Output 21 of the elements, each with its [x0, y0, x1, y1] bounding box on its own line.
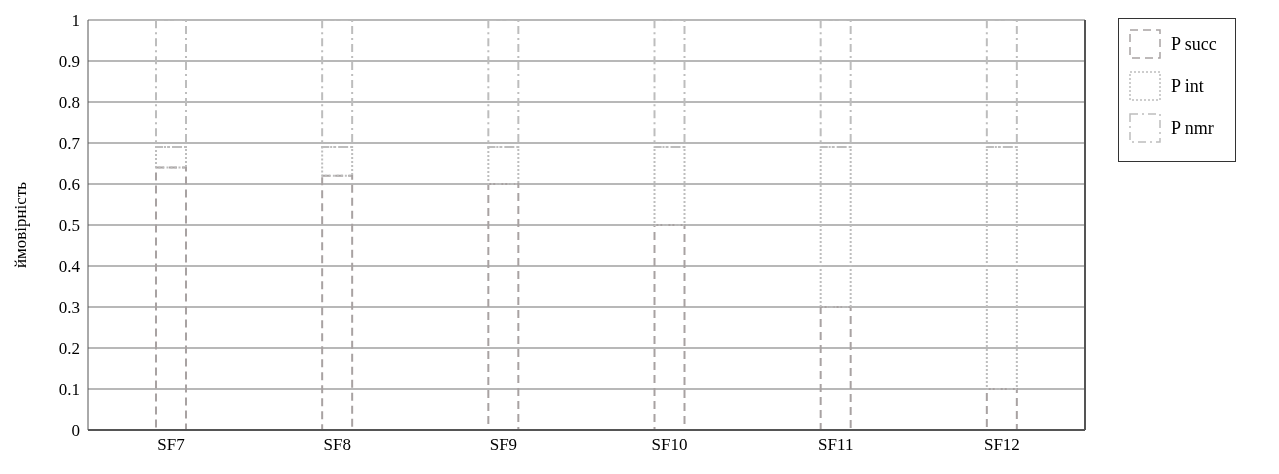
y-tick-label: 0.5 — [58, 216, 80, 236]
legend-label: P succ — [1171, 33, 1217, 55]
y-tick-label: 0.9 — [58, 52, 80, 72]
x-tick-label: SF7 — [157, 435, 186, 455]
y-axis-title: ймовірність — [11, 181, 31, 269]
y-tick-label: 0.7 — [58, 134, 81, 154]
y-tick-label: 0.1 — [58, 380, 80, 400]
y-tick-label: 0.2 — [58, 339, 80, 359]
y-tick-label: 1 — [71, 11, 80, 31]
y-tick-label: 0.8 — [58, 93, 80, 113]
y-tick-label: 0.3 — [58, 298, 80, 318]
x-tick-label: SF8 — [323, 435, 351, 455]
y-tick-label: 0.4 — [58, 257, 81, 277]
legend-label: P nmr — [1171, 117, 1214, 139]
x-tick-label: SF10 — [651, 435, 688, 455]
x-tick-label: SF9 — [489, 435, 518, 455]
y-tick-label: 0.6 — [58, 175, 80, 195]
x-tick-label: SF11 — [818, 435, 854, 455]
y-tick-label: 0 — [71, 421, 80, 441]
legend-label: P int — [1171, 75, 1204, 97]
x-tick-label: SF12 — [983, 435, 1020, 455]
